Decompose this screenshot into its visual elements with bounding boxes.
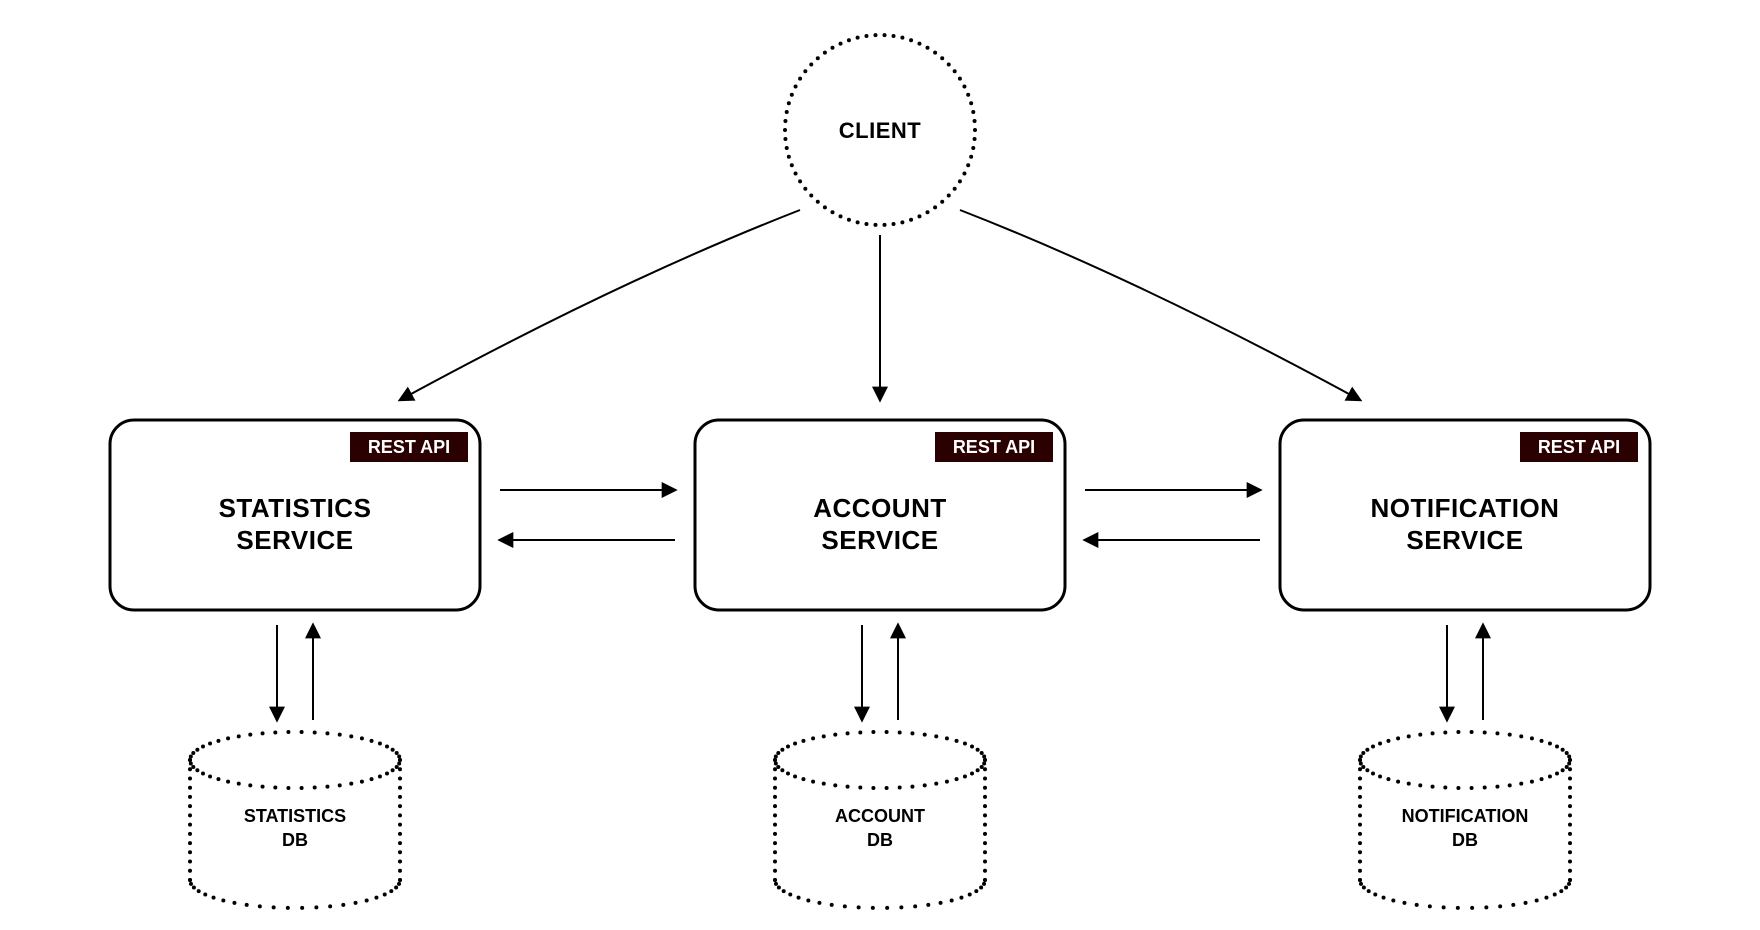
client-node: CLIENT <box>783 33 977 227</box>
service-title-line2: SERVICE <box>1406 525 1523 555</box>
db-label-line2: DB <box>1452 830 1478 850</box>
service-title-line1: NOTIFICATION <box>1371 493 1560 523</box>
rest-api-badge-label: REST API <box>368 437 450 457</box>
db-label-line1: NOTIFICATION <box>1402 806 1529 826</box>
service-account: REST API ACCOUNTSERVICE <box>695 420 1065 610</box>
client-arrow-2 <box>960 210 1360 400</box>
db-notification: NOTIFICATION DB <box>1358 730 1572 910</box>
service-notification: REST API NOTIFICATIONSERVICE <box>1280 420 1650 610</box>
db-label-line2: DB <box>282 830 308 850</box>
db-label-line1: ACCOUNT <box>835 806 925 826</box>
db-label-line2: DB <box>867 830 893 850</box>
db-account: ACCOUNT DB <box>773 730 987 910</box>
rest-api-badge-label: REST API <box>1538 437 1620 457</box>
client-arrow-0 <box>400 210 800 400</box>
service-statistics: REST API STATISTICSSERVICE <box>110 420 480 610</box>
service-title-line2: SERVICE <box>821 525 938 555</box>
service-title-line1: STATISTICS <box>219 493 372 523</box>
db-label-line1: STATISTICS <box>244 806 346 826</box>
service-title-line1: ACCOUNT <box>813 493 947 523</box>
client-label: CLIENT <box>839 118 922 143</box>
rest-api-badge-label: REST API <box>953 437 1035 457</box>
db-statistics: STATISTICS DB <box>188 730 402 910</box>
service-title-line2: SERVICE <box>236 525 353 555</box>
